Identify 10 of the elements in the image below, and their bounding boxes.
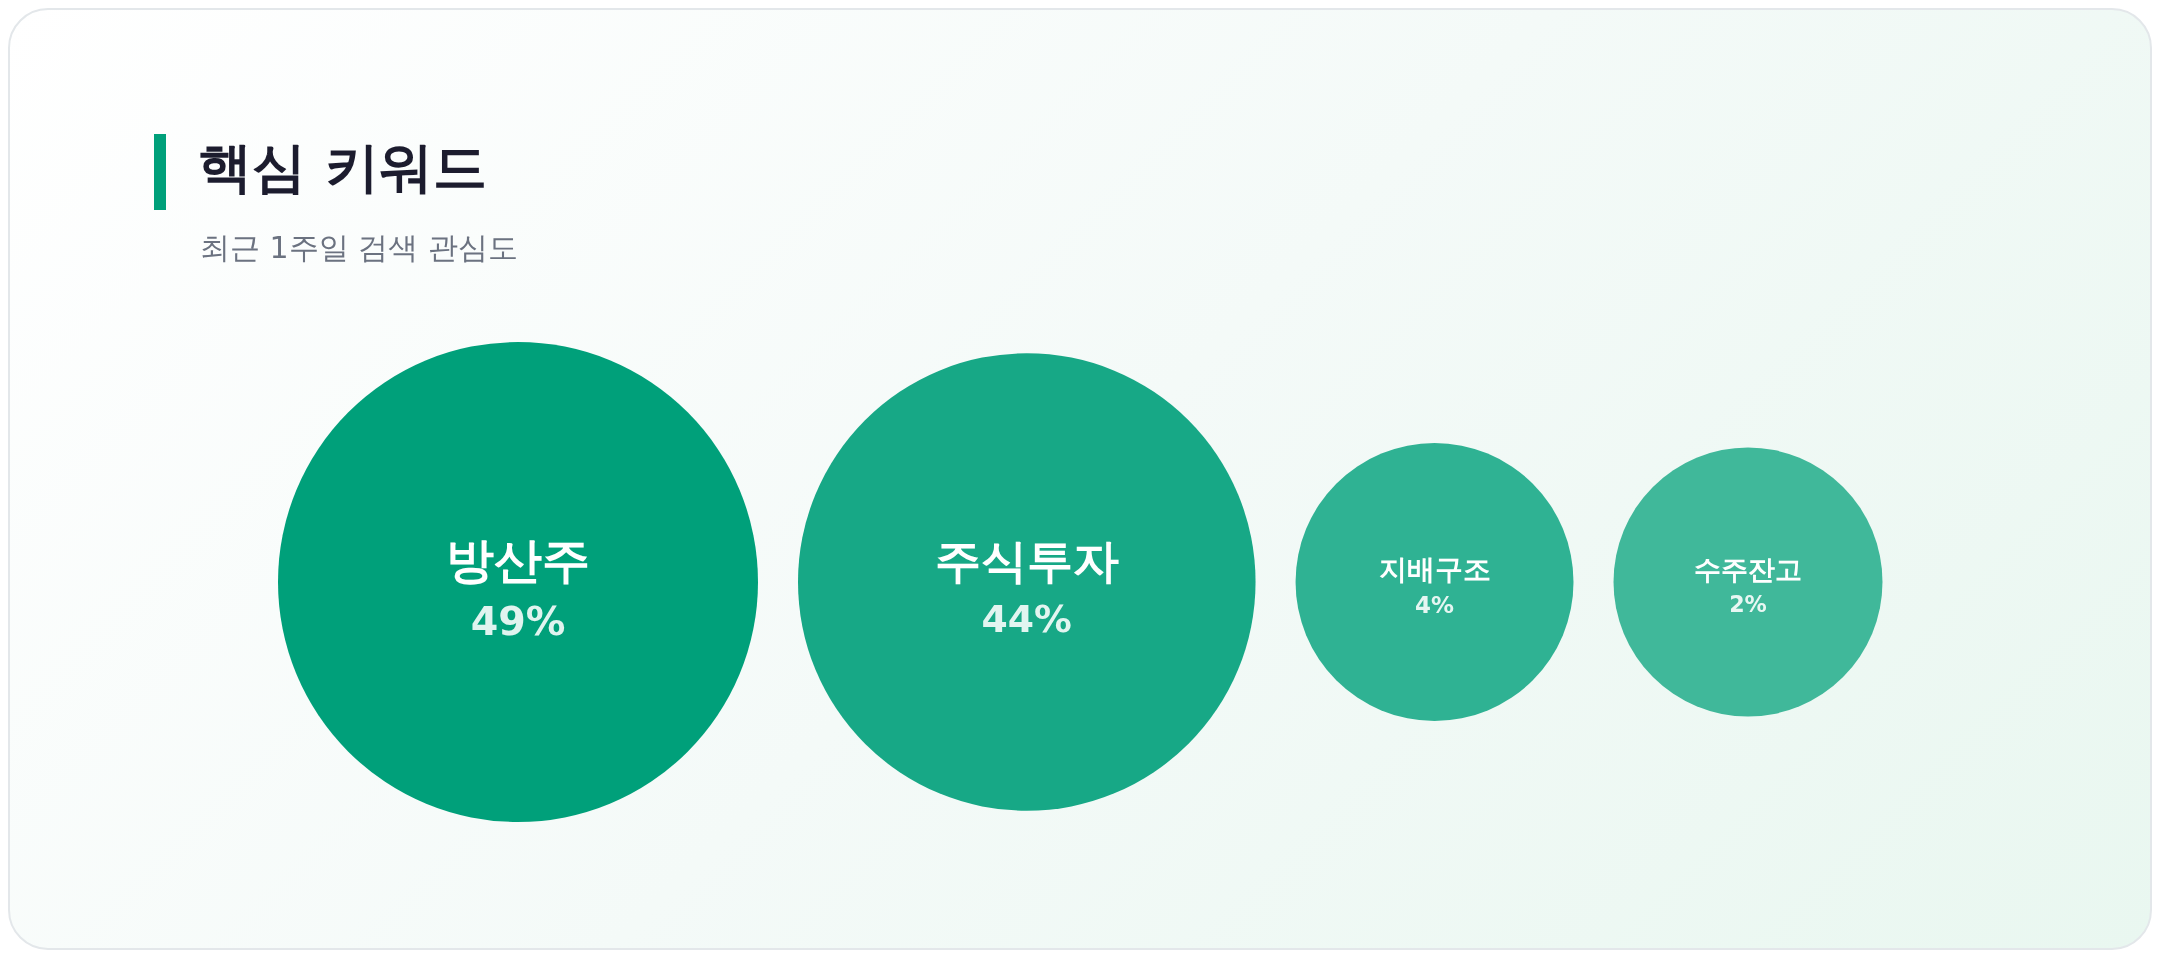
category-label: 주식투자 [934,535,1119,589]
data-label: 49% [470,597,566,644]
text: 최근 1주일 검색 관심도 [200,229,518,267]
category-label: 수주잔고 [1694,554,1802,586]
data-label: 44% [981,597,1072,642]
data-label: 2% [1729,590,1767,617]
category-label: 지배구조 [1378,553,1491,587]
text: 핵심 키워드 [198,135,487,201]
category-label: 방산주 [446,532,590,589]
data-label: 4% [1415,591,1455,618]
